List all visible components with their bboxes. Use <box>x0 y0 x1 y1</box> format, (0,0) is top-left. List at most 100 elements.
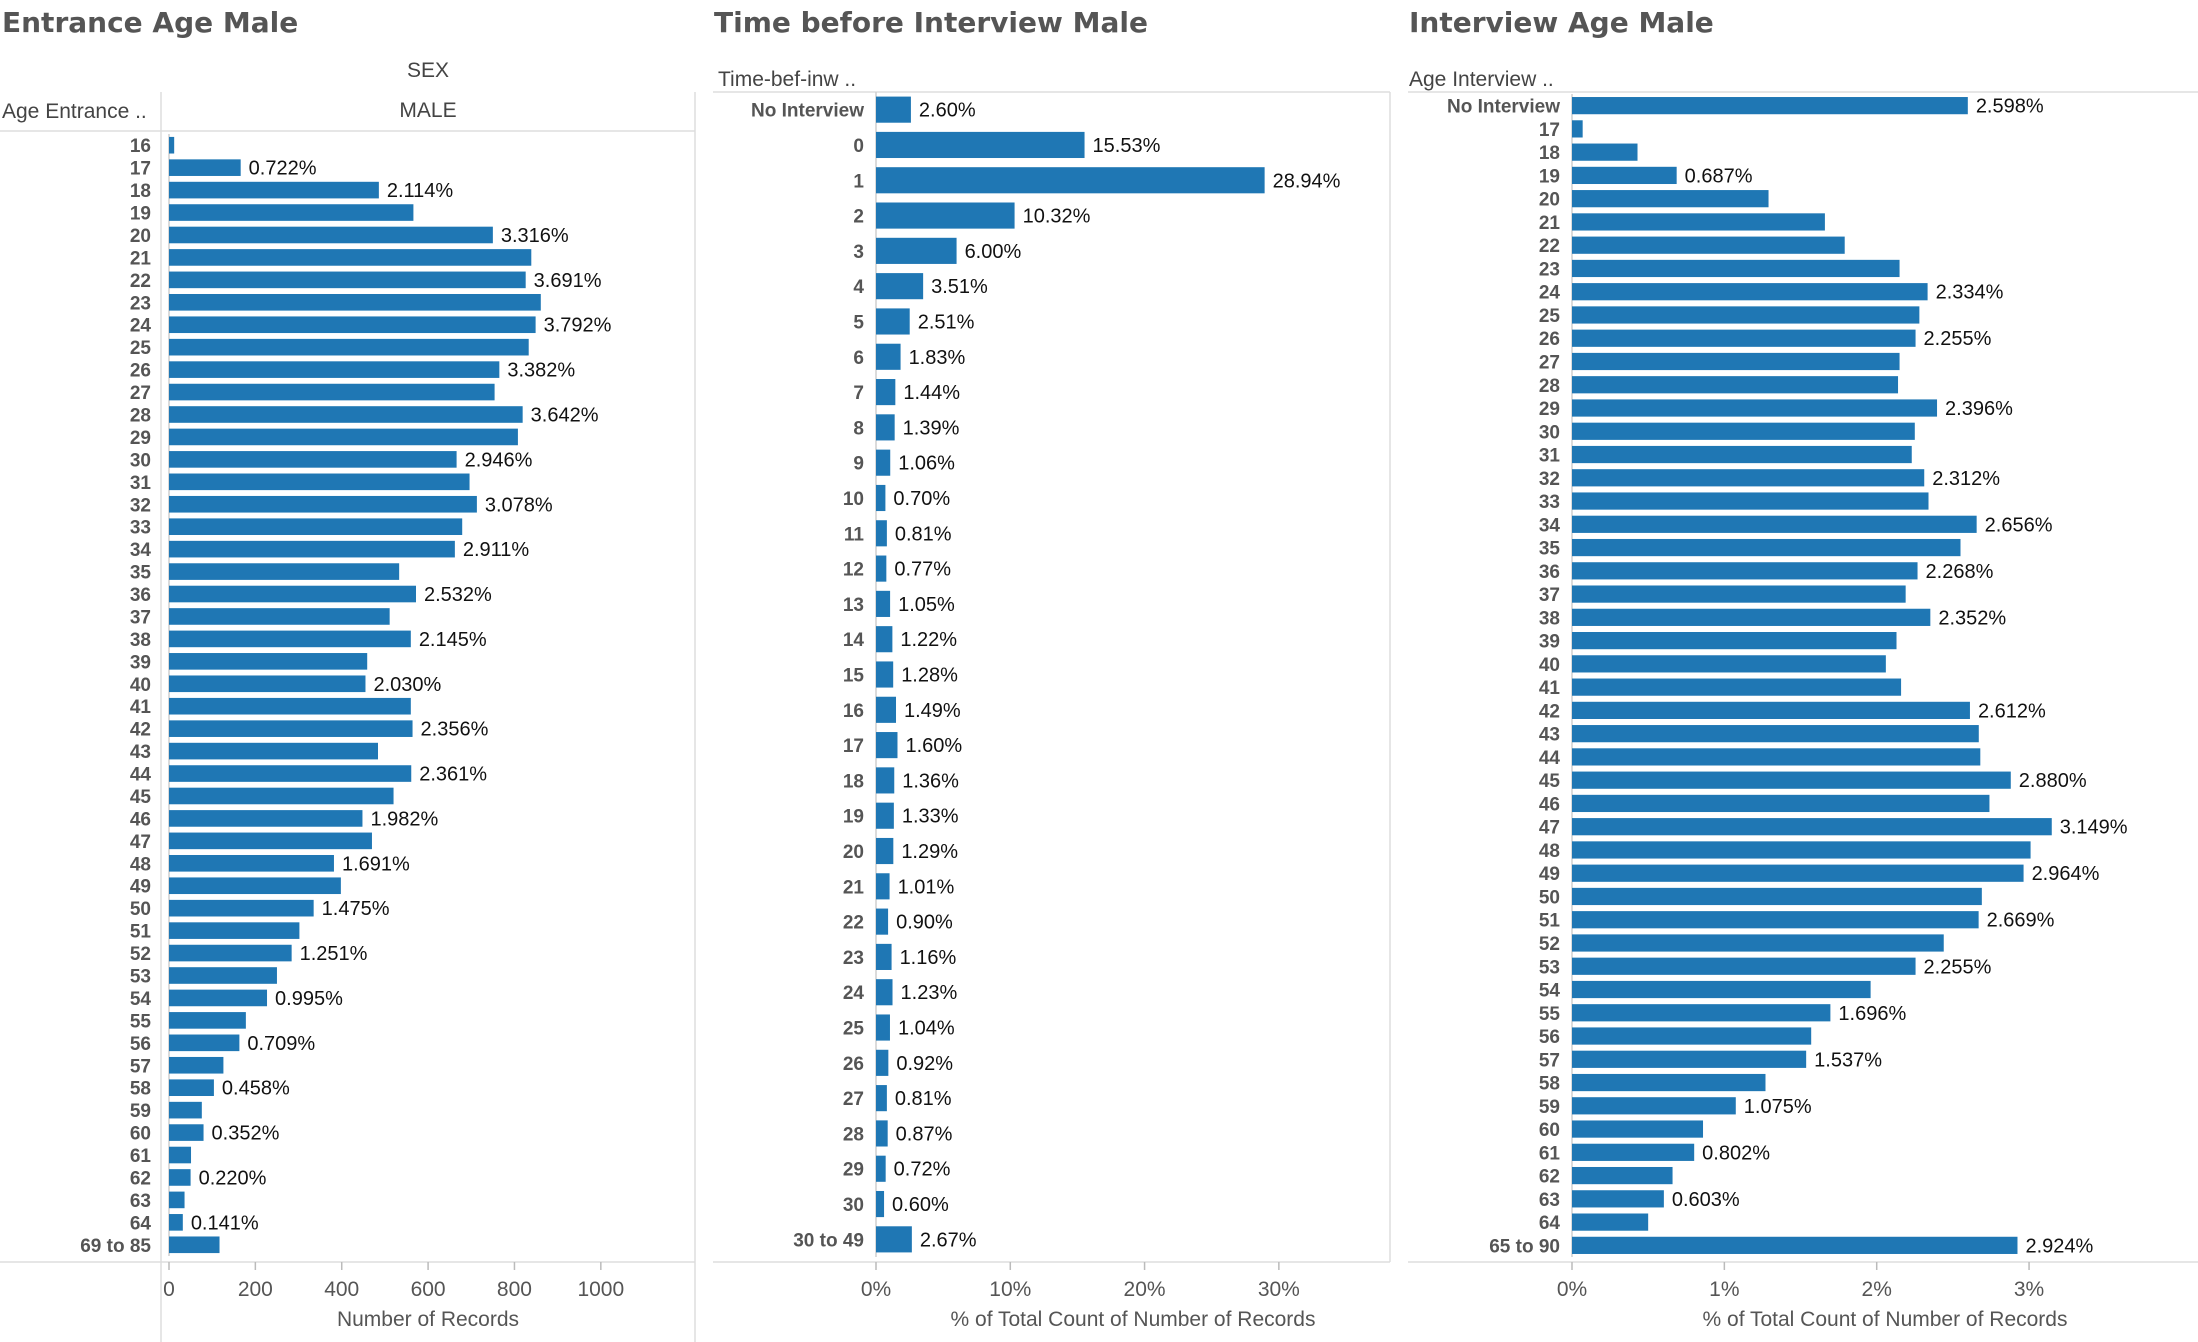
bar[interactable] <box>169 697 411 715</box>
bar[interactable] <box>1572 538 1961 557</box>
bar[interactable] <box>1572 143 1638 161</box>
bar[interactable] <box>1572 1073 1766 1092</box>
bar[interactable] <box>876 873 890 900</box>
bar[interactable] <box>876 449 891 476</box>
bar[interactable] <box>1572 678 1902 696</box>
bar[interactable] <box>169 1056 224 1074</box>
bar[interactable] <box>876 131 1085 159</box>
bar[interactable] <box>876 1014 890 1041</box>
bar[interactable] <box>169 226 493 244</box>
bar[interactable] <box>1572 283 1928 301</box>
bar[interactable] <box>169 338 529 356</box>
bar[interactable] <box>1572 422 1915 440</box>
bar[interactable] <box>1572 701 1970 719</box>
bar[interactable] <box>169 653 368 670</box>
bar[interactable] <box>169 899 314 917</box>
bar[interactable] <box>876 379 896 406</box>
bar[interactable] <box>1572 120 1583 138</box>
bar[interactable] <box>876 414 895 441</box>
bar[interactable] <box>169 922 300 939</box>
bar[interactable] <box>876 837 894 865</box>
bar[interactable] <box>876 943 892 970</box>
bar[interactable] <box>169 1079 214 1097</box>
bar[interactable] <box>169 1169 191 1186</box>
bar[interactable] <box>1572 469 1925 487</box>
bar[interactable] <box>1572 562 1918 580</box>
bar[interactable] <box>169 1146 192 1164</box>
bar[interactable] <box>1572 841 2031 859</box>
bar[interactable] <box>169 1034 240 1052</box>
bar[interactable] <box>876 555 887 582</box>
bar[interactable] <box>876 1226 912 1253</box>
bar[interactable] <box>876 202 1015 229</box>
bar[interactable] <box>169 989 268 1007</box>
bar[interactable] <box>876 908 889 935</box>
bar[interactable] <box>1572 329 1916 347</box>
bar[interactable] <box>1572 492 1929 510</box>
bar[interactable] <box>169 765 412 782</box>
bar[interactable] <box>169 293 541 311</box>
bar[interactable] <box>1572 1213 1649 1231</box>
bar[interactable] <box>1572 725 1979 743</box>
bar[interactable] <box>1572 864 2024 882</box>
bar[interactable] <box>876 767 895 794</box>
bar[interactable] <box>169 473 470 491</box>
bar[interactable] <box>1572 236 1845 254</box>
bar[interactable] <box>876 661 894 688</box>
bar[interactable] <box>1572 771 2011 789</box>
bar[interactable] <box>1572 1050 1807 1068</box>
bar[interactable] <box>876 1190 885 1218</box>
bar[interactable] <box>1572 632 1897 650</box>
bar[interactable] <box>1572 980 1871 999</box>
bar[interactable] <box>1572 213 1825 231</box>
bar[interactable] <box>876 732 898 759</box>
bar[interactable] <box>169 204 414 221</box>
bar[interactable] <box>1572 794 1990 813</box>
bar[interactable] <box>169 1124 204 1141</box>
bar[interactable] <box>169 720 413 737</box>
bar[interactable] <box>1572 608 1931 626</box>
bar[interactable] <box>169 877 341 895</box>
bar[interactable] <box>876 96 911 123</box>
bar[interactable] <box>169 944 292 962</box>
bar[interactable] <box>169 675 366 693</box>
bar[interactable] <box>169 742 378 760</box>
bar[interactable] <box>169 383 495 401</box>
bar[interactable] <box>1572 376 1899 394</box>
bar[interactable] <box>1572 1166 1673 1185</box>
bar[interactable] <box>169 832 372 850</box>
bar[interactable] <box>1572 515 1977 533</box>
bar[interactable] <box>169 563 400 580</box>
bar[interactable] <box>1572 655 1886 673</box>
bar[interactable] <box>1572 748 1981 766</box>
bar[interactable] <box>169 854 334 872</box>
bar[interactable] <box>1572 259 1900 278</box>
bar[interactable] <box>169 1191 185 1209</box>
bar[interactable] <box>876 626 893 653</box>
bar[interactable] <box>169 1214 183 1231</box>
bar[interactable] <box>876 484 886 512</box>
bar[interactable] <box>876 237 957 264</box>
bar[interactable] <box>876 1085 887 1112</box>
bar[interactable] <box>1572 1236 2018 1254</box>
bar[interactable] <box>169 451 457 468</box>
bar[interactable] <box>1572 1004 1831 1022</box>
bar[interactable] <box>169 181 379 199</box>
bar[interactable] <box>876 979 893 1006</box>
bar[interactable] <box>1572 957 1916 975</box>
bar[interactable] <box>1572 166 1677 185</box>
bar[interactable] <box>876 343 901 370</box>
bar[interactable] <box>1572 934 1944 952</box>
bar[interactable] <box>169 361 500 378</box>
bar[interactable] <box>169 630 411 648</box>
bar[interactable] <box>169 518 463 536</box>
bar[interactable] <box>1572 911 1979 929</box>
bar[interactable] <box>876 1049 889 1076</box>
bar[interactable] <box>876 1120 888 1147</box>
bar[interactable] <box>1572 1027 1812 1045</box>
bar[interactable] <box>876 802 894 829</box>
bar[interactable] <box>1572 445 1912 464</box>
bar[interactable] <box>169 316 536 334</box>
bar[interactable] <box>169 271 526 289</box>
bar[interactable] <box>169 787 394 805</box>
